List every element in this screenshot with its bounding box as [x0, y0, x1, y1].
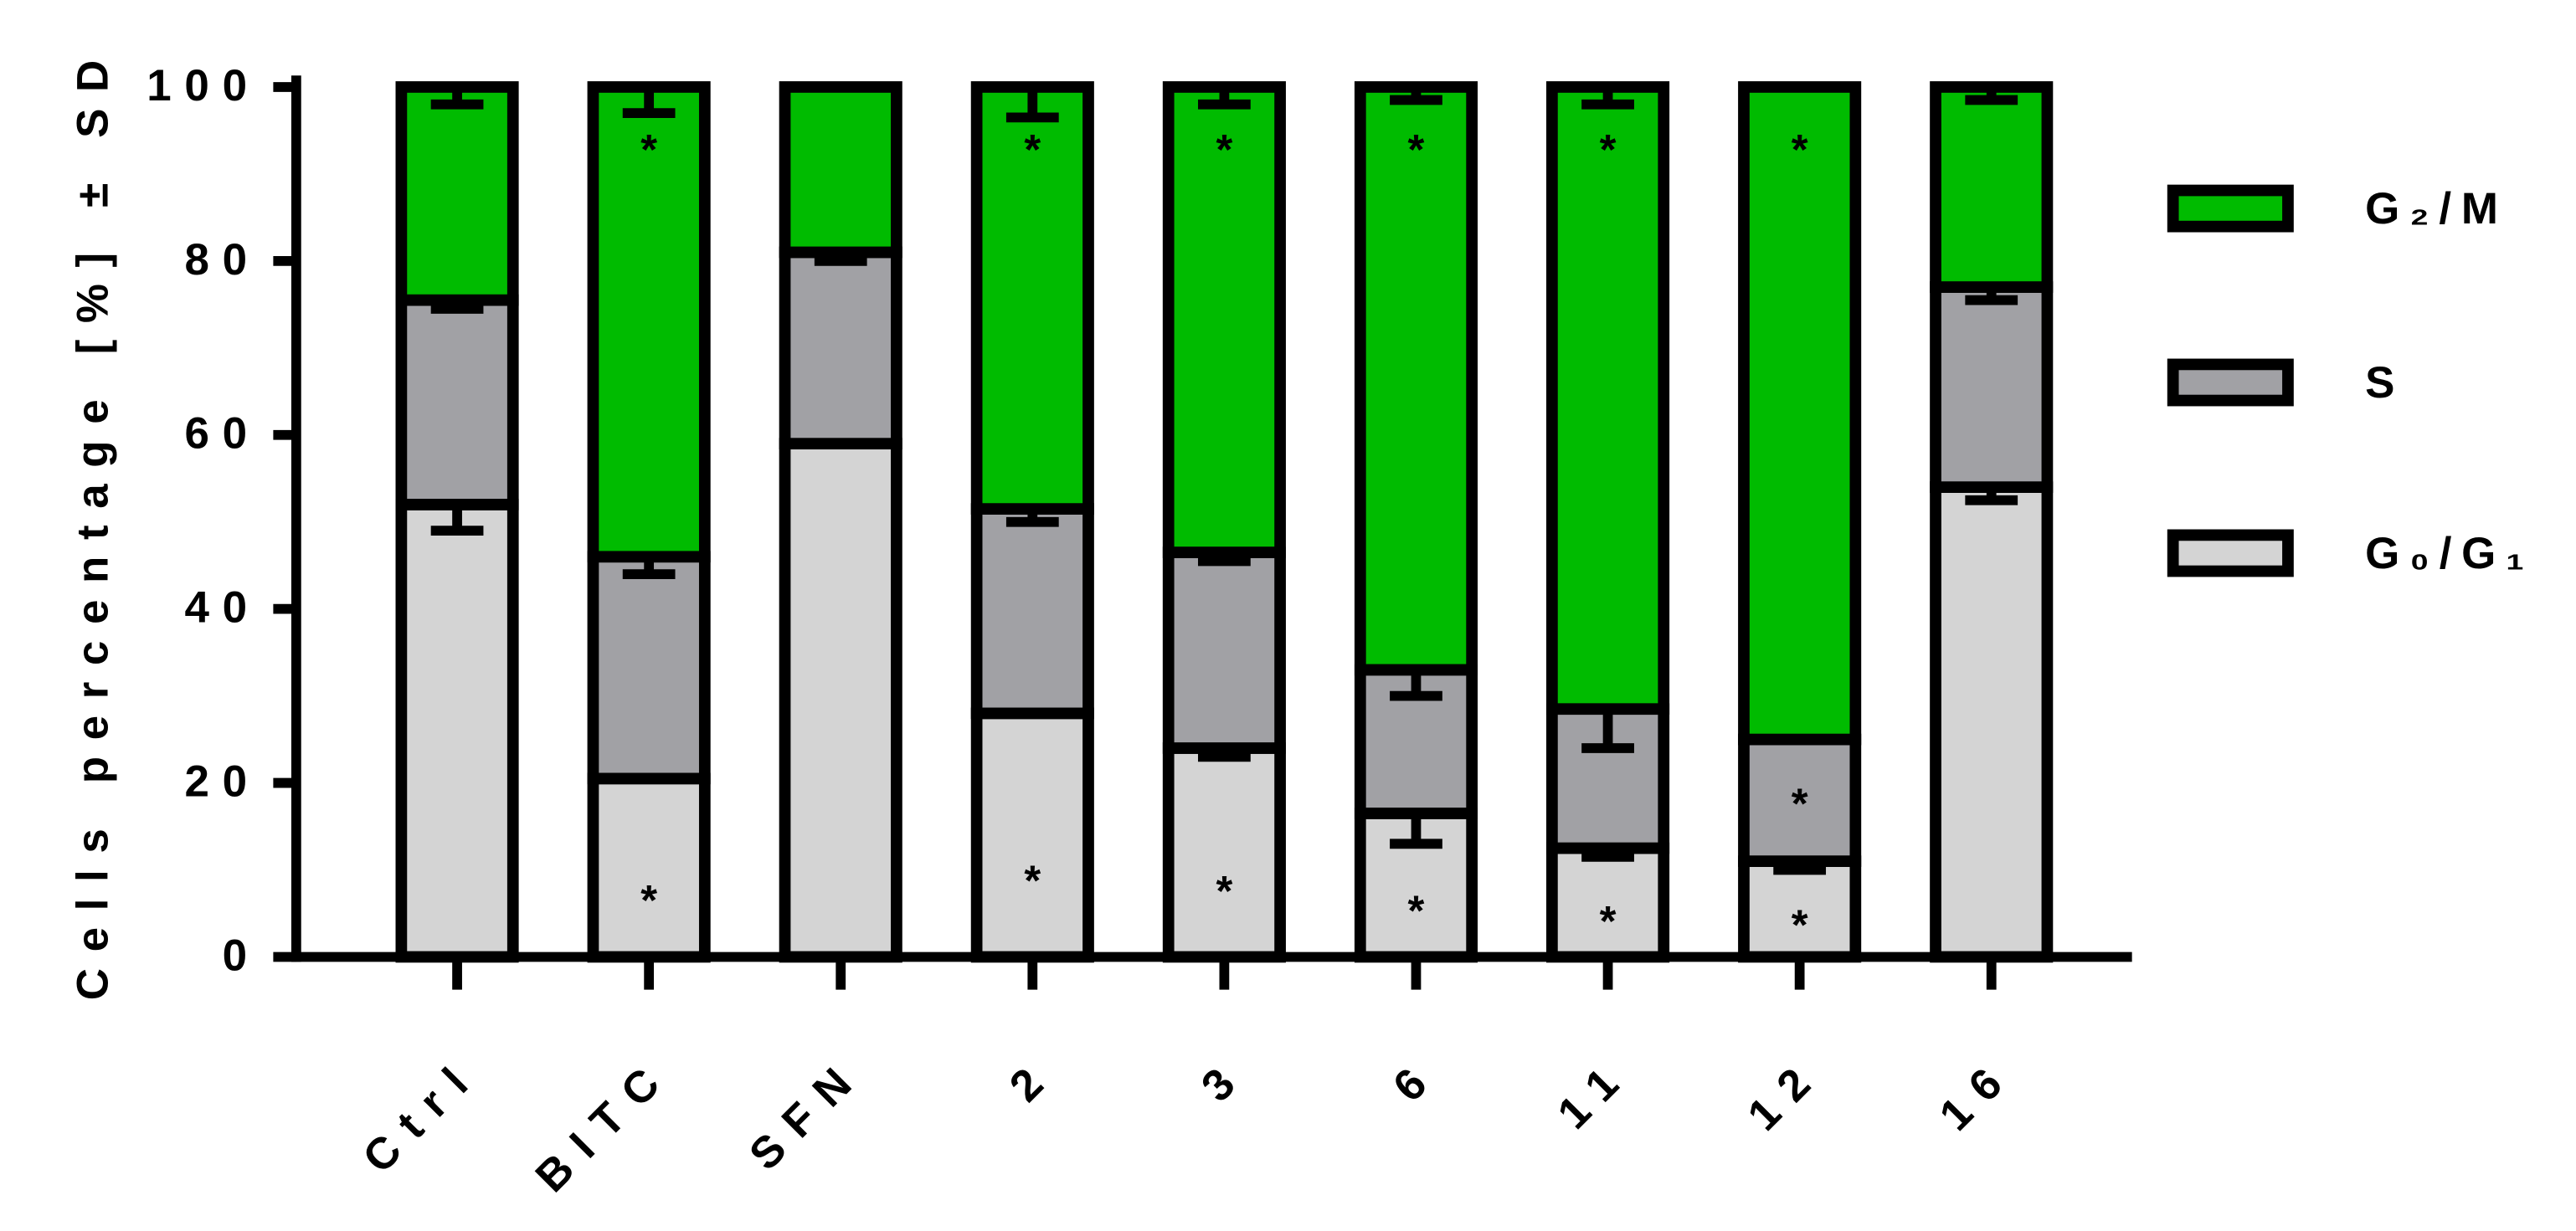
bar-segment	[1162, 742, 1286, 963]
significance-label: *	[640, 876, 657, 924]
bar-segment	[395, 499, 519, 963]
legend-swatch	[2167, 184, 2294, 233]
legend-label: G₀/G₁	[2365, 529, 2534, 578]
x-tick-label: 16	[1931, 1048, 2023, 1141]
bar-segment	[395, 81, 519, 306]
y-tick-label: 0	[223, 931, 260, 980]
significance-label: *	[1024, 126, 1041, 173]
y-axis-title: Cells percentage [%] ± SD	[69, 44, 118, 1000]
bar-segment	[587, 551, 711, 785]
x-tick-label: BITC	[527, 1048, 681, 1203]
x-tick-label: 2	[1000, 1048, 1064, 1111]
legend-swatch	[2167, 358, 2294, 407]
bar-segment	[1930, 481, 2054, 963]
significance-label: *	[640, 126, 657, 173]
bar-segment	[779, 438, 902, 963]
x-tick-label: 11	[1549, 1048, 1640, 1139]
bar-segment	[1546, 81, 1670, 716]
bar-segment	[1930, 281, 2054, 493]
legend-label: S	[2365, 358, 2404, 408]
significance-label: *	[1216, 867, 1232, 915]
significance-label: *	[1216, 126, 1232, 173]
significance-label: *	[1408, 886, 1425, 934]
x-tick-label: Ctrl	[353, 1048, 489, 1183]
significance-label: *	[1408, 126, 1425, 173]
x-tick-label: 6	[1384, 1048, 1447, 1111]
legend-label: G₂/M	[2365, 184, 2508, 233]
y-tick-label: 100	[147, 61, 260, 110]
bar-segment	[970, 707, 1094, 963]
bar-segment	[1738, 81, 1862, 746]
legend-swatch	[2167, 529, 2294, 577]
x-tick-label: 3	[1192, 1048, 1256, 1111]
significance-label: *	[1792, 126, 1808, 173]
x-tick-label: 12	[1739, 1048, 1832, 1141]
bar-segment	[1354, 81, 1478, 676]
bar-segment	[587, 772, 711, 963]
bar-segment	[587, 81, 711, 563]
significance-label: *	[1792, 901, 1808, 949]
bar-segment	[779, 81, 902, 259]
x-tick-label: SFN	[740, 1048, 872, 1180]
bar-segment	[1930, 81, 2054, 293]
significance-label: *	[1024, 857, 1041, 905]
bar-segment	[970, 503, 1094, 720]
bar-segment	[395, 294, 519, 510]
bar-segment	[1162, 546, 1286, 754]
y-tick-label: 40	[184, 583, 260, 633]
bar-segment	[1738, 733, 1862, 867]
significance-label: *	[1600, 126, 1617, 173]
y-tick-label: 20	[184, 757, 260, 807]
bar-segment	[779, 246, 902, 450]
significance-label: *	[1600, 897, 1617, 945]
significance-label: *	[1792, 780, 1808, 828]
y-tick-label: 80	[184, 235, 260, 285]
y-tick-label: 60	[184, 409, 260, 459]
